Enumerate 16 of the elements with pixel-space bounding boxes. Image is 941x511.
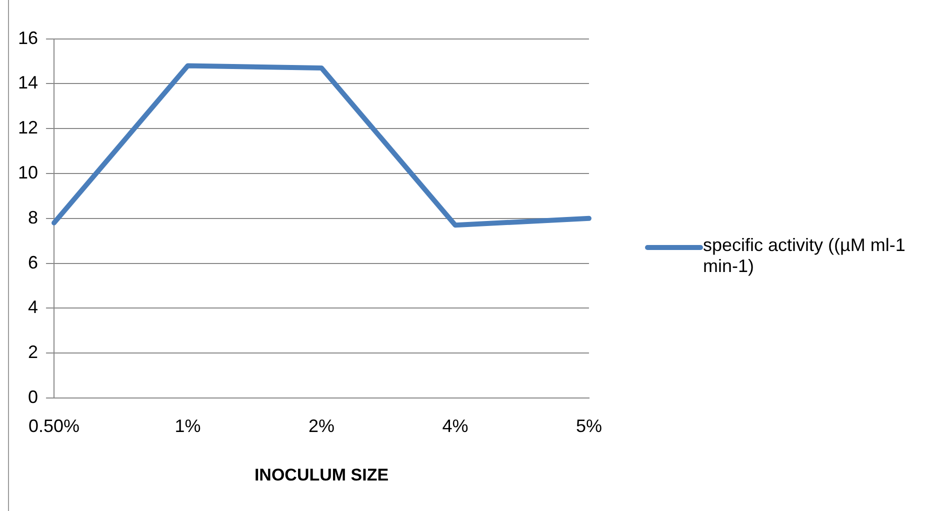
legend-label: specific activity ((µM ml-1 min-1) [703, 235, 906, 277]
x-tick-label: 5% [576, 416, 602, 436]
y-tick-label: 2 [28, 342, 38, 362]
y-tick-label: 14 [18, 72, 38, 93]
x-tick-label: 4% [442, 416, 468, 436]
y-tick-label: 16 [18, 28, 38, 48]
x-tick-label: 1% [174, 416, 201, 436]
y-tick-label: 12 [18, 118, 38, 138]
y-tick-label: 0 [28, 386, 38, 407]
y-tick-label: 6 [28, 252, 38, 272]
y-tick-label: 8 [28, 207, 38, 228]
x-tick-label: 2% [308, 416, 335, 436]
y-tick-label: 10 [18, 162, 38, 182]
y-tick-label: 4 [28, 297, 38, 318]
x-tick-label: 0.50% [28, 416, 80, 436]
x-axis-title: INOCULUM SIZE [254, 465, 389, 484]
